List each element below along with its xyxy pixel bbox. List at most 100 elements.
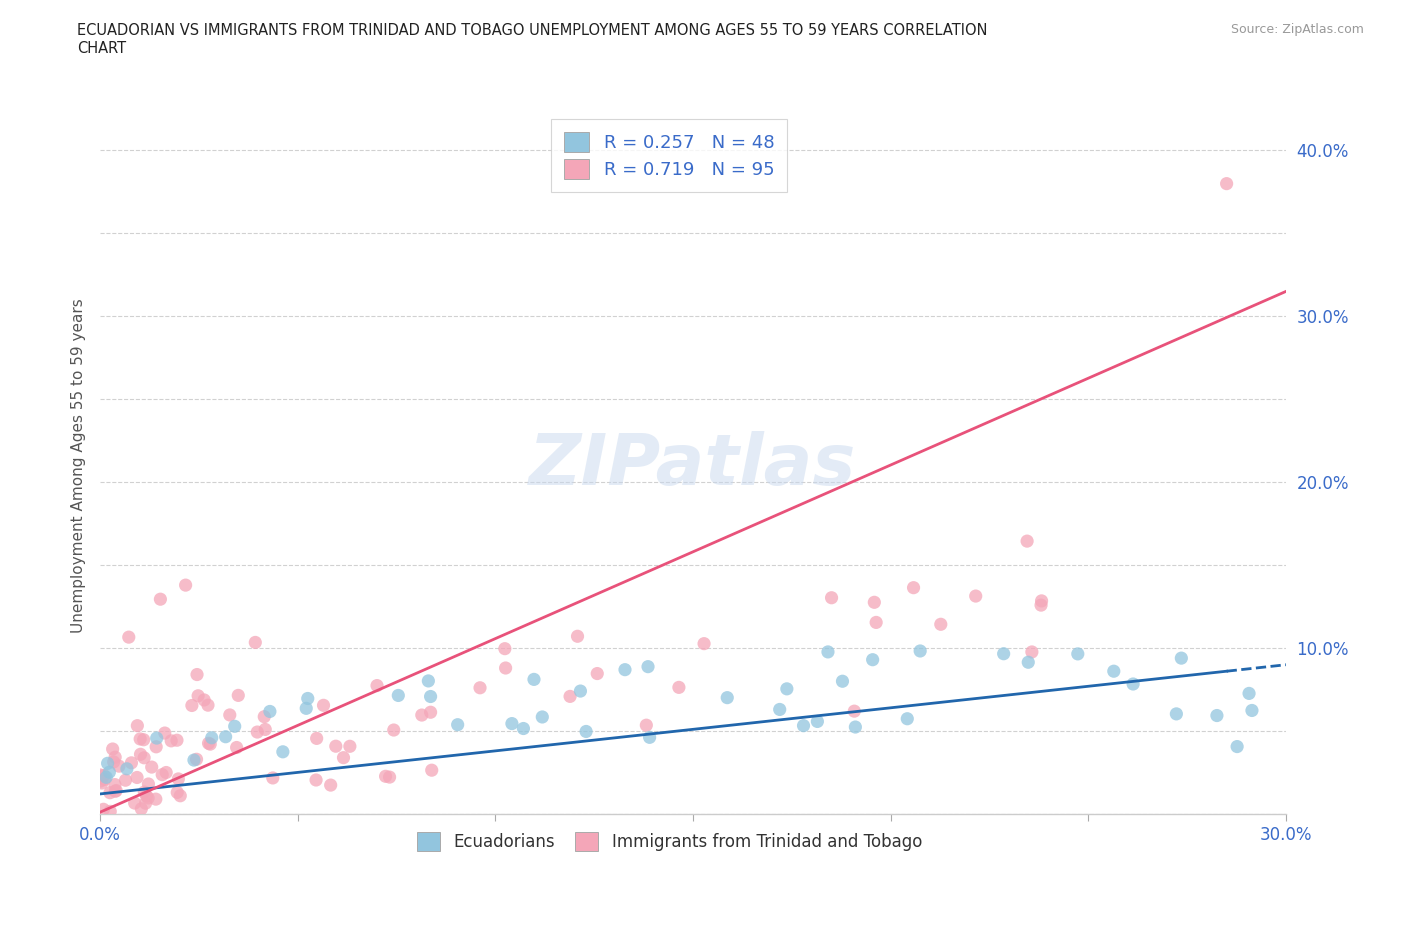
Point [138, 777, 160, 791]
Point [693, 636, 716, 651]
Point [844, 720, 866, 735]
Point [187, 688, 209, 703]
Point [903, 580, 925, 595]
Point [253, 710, 276, 724]
Point [844, 704, 866, 719]
Point [614, 662, 637, 677]
Point [89, 767, 111, 782]
Point [495, 660, 517, 675]
Point [531, 710, 554, 724]
Point [769, 702, 792, 717]
Point [115, 762, 138, 777]
Point [200, 737, 222, 751]
Point [558, 689, 581, 704]
Point [716, 690, 738, 705]
Point [93, 772, 115, 787]
Point [150, 767, 173, 782]
Point [374, 769, 396, 784]
Point [96, 770, 118, 785]
Point [174, 578, 197, 592]
Point [319, 777, 342, 792]
Point [297, 691, 319, 706]
Point [131, 802, 153, 817]
Point [169, 789, 191, 804]
Point [668, 680, 690, 695]
Point [271, 744, 294, 759]
Point [1102, 664, 1125, 679]
Point [104, 777, 127, 792]
Point [118, 630, 141, 644]
Point [132, 732, 155, 747]
Point [226, 688, 249, 703]
Text: Source: ZipAtlas.com: Source: ZipAtlas.com [1230, 23, 1364, 36]
Point [419, 689, 441, 704]
Point [145, 791, 167, 806]
Point [586, 666, 609, 681]
Point [638, 730, 661, 745]
Point [155, 765, 177, 780]
Point [908, 644, 931, 658]
Point [129, 732, 152, 747]
Point [332, 751, 354, 765]
Point [1226, 739, 1249, 754]
Point [246, 724, 269, 739]
Point [193, 693, 215, 708]
Point [305, 773, 328, 788]
Point [90, 776, 112, 790]
Point [145, 739, 167, 754]
Point [418, 673, 440, 688]
Point [141, 760, 163, 775]
Point [420, 763, 443, 777]
Point [108, 759, 131, 774]
Point [166, 733, 188, 748]
Point [254, 722, 277, 737]
Point [197, 736, 219, 751]
Point [501, 716, 523, 731]
Point [1215, 176, 1237, 191]
Point [105, 783, 128, 798]
Point [98, 804, 121, 818]
Point [262, 771, 284, 786]
Point [180, 698, 202, 713]
Point [865, 615, 887, 630]
Point [186, 667, 208, 682]
Point [567, 629, 589, 644]
Point [896, 711, 918, 726]
Point [183, 752, 205, 767]
Point [124, 796, 146, 811]
Point [186, 751, 208, 766]
Point [245, 635, 267, 650]
Point [806, 714, 828, 729]
Point [153, 725, 176, 740]
Legend: Ecuadorians, Immigrants from Trinidad and Tobago: Ecuadorians, Immigrants from Trinidad an… [411, 826, 928, 857]
Point [792, 718, 814, 733]
Point [225, 740, 247, 755]
Point [1017, 655, 1039, 670]
Point [127, 718, 149, 733]
Point [101, 741, 124, 756]
Point [447, 717, 470, 732]
Point [1237, 686, 1260, 701]
Point [136, 790, 159, 805]
Point [863, 595, 886, 610]
Point [1021, 644, 1043, 659]
Point [160, 734, 183, 749]
Point [214, 729, 236, 744]
Point [1122, 676, 1144, 691]
Point [1166, 707, 1188, 722]
Point [93, 802, 115, 817]
Point [325, 738, 347, 753]
Point [197, 698, 219, 712]
Point [1240, 703, 1263, 718]
Point [411, 708, 433, 723]
Point [1017, 534, 1039, 549]
Point [125, 770, 148, 785]
Text: ZIPatlas: ZIPatlas [529, 432, 856, 500]
Point [1031, 593, 1053, 608]
Point [312, 698, 335, 712]
Point [965, 589, 987, 604]
Point [387, 688, 409, 703]
Point [523, 672, 546, 687]
Point [1170, 651, 1192, 666]
Point [135, 789, 157, 804]
